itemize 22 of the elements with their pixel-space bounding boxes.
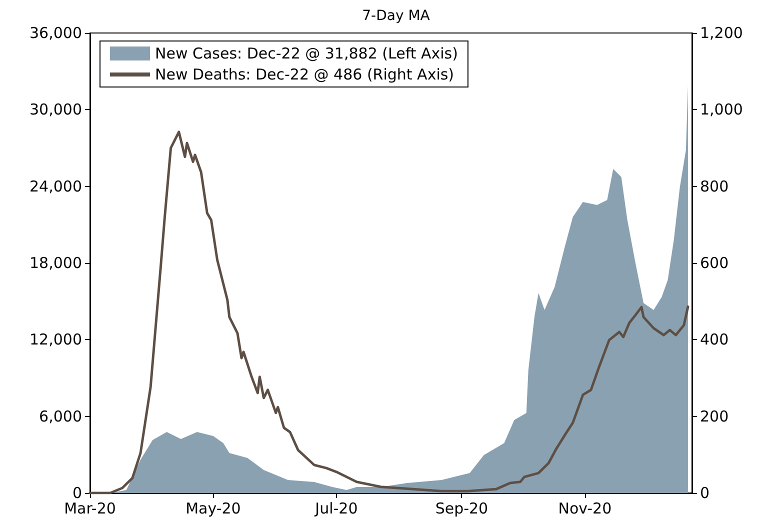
y-tick-label: 36,000 xyxy=(30,24,82,42)
y-tick-label: 12,000 xyxy=(30,330,82,349)
y2-tick-label: 800 xyxy=(700,177,729,196)
x-tick-label: Sep-20 xyxy=(435,500,488,518)
legend-label: New Deaths: Dec-22 @ 486 (Right Axis) xyxy=(155,66,454,84)
y-tick-label: 30,000 xyxy=(30,100,82,119)
y2-tick-label: 0 xyxy=(700,484,710,502)
x-tick-label: Jul-20 xyxy=(314,500,358,518)
y-tick-label: 24,000 xyxy=(30,177,82,196)
y2-tick-label: 400 xyxy=(700,330,729,349)
x-tick-label: Mar-20 xyxy=(64,500,116,518)
y2-tick-label: 600 xyxy=(700,254,729,272)
y2-tick-label: 200 xyxy=(700,407,729,426)
legend-label: New Cases: Dec-22 @ 31,882 (Left Axis) xyxy=(155,44,458,62)
x-tick-label: May-20 xyxy=(186,500,241,518)
y-tick-label: 18,000 xyxy=(30,254,82,272)
y-tick-label: 0 xyxy=(72,484,82,502)
y2-tick-label: 1,000 xyxy=(700,100,743,119)
chart-title: 7-Day MA xyxy=(362,8,430,24)
y-tick-label: 6,000 xyxy=(39,407,82,426)
x-tick-label: Nov-20 xyxy=(558,500,612,518)
y2-tick-label: 1,200 xyxy=(700,24,743,42)
